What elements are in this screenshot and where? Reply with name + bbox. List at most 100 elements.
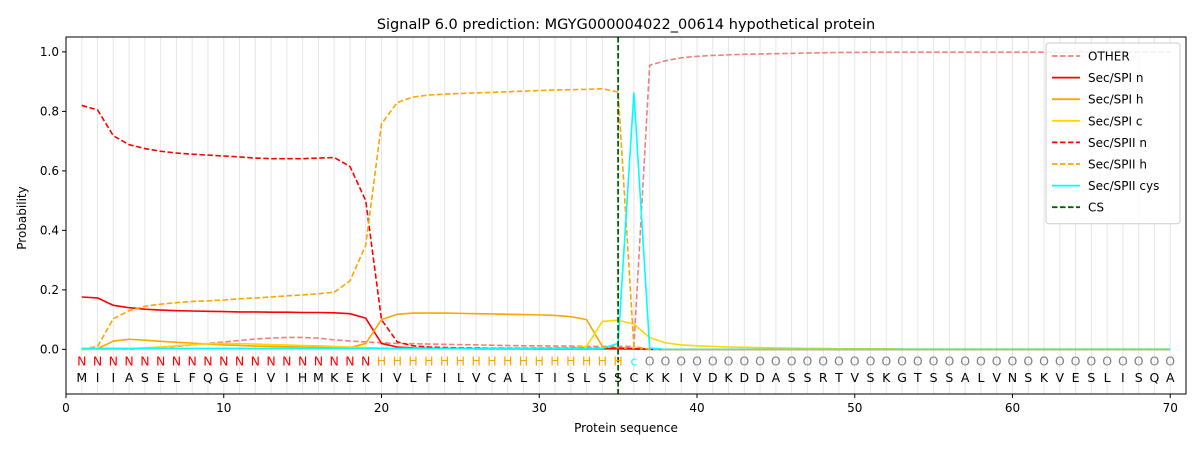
region-label: H xyxy=(613,354,622,369)
region-label: N xyxy=(93,354,102,369)
residue-label: L xyxy=(457,370,464,385)
residue-label: D xyxy=(739,370,749,385)
residue-label: L xyxy=(520,370,527,385)
region-label: O xyxy=(1165,354,1175,369)
axes: 0 10 20 30 40 50 60 70 0.0 0.2 0.4 0.6 0.8 1.0 xyxy=(40,45,1178,415)
region-label: O xyxy=(818,354,828,369)
region-label: O xyxy=(1055,354,1065,369)
region-label: N xyxy=(298,354,307,369)
x-tick-label: 10 xyxy=(216,401,231,415)
region-label: N xyxy=(156,354,165,369)
residue-label: I xyxy=(679,370,683,385)
legend-entry: Sec/SPI n xyxy=(1088,71,1143,85)
region-label: O xyxy=(1118,354,1128,369)
y-tick-label: 1.0 xyxy=(40,45,59,59)
y-tick-label: 0.0 xyxy=(40,342,59,356)
residue-label: I xyxy=(111,370,115,385)
residue-label: A xyxy=(772,370,781,385)
residue-label: L xyxy=(173,370,180,385)
region-label: O xyxy=(1150,354,1160,369)
region-label: N xyxy=(361,354,370,369)
region-label: N xyxy=(77,354,86,369)
region-label: N xyxy=(203,354,212,369)
x-tick-label: 30 xyxy=(532,401,547,415)
series-sec-spii-cys-line xyxy=(81,92,1171,351)
region-label: O xyxy=(1008,354,1018,369)
residue-label: L xyxy=(1104,370,1111,385)
plot-frame xyxy=(65,36,1187,395)
residue-label: L xyxy=(977,370,984,385)
region-label: N xyxy=(109,354,118,369)
region-label: O xyxy=(960,354,970,369)
region-label: O xyxy=(913,354,923,369)
region-label: O xyxy=(1071,354,1081,369)
residue-label: A xyxy=(1166,370,1175,385)
residue-label: I xyxy=(96,370,100,385)
legend-entry: CS xyxy=(1088,201,1104,215)
y-tick-label: 0.6 xyxy=(40,164,59,178)
residue-label: V xyxy=(472,370,481,385)
region-label: N xyxy=(314,354,323,369)
region-label: O xyxy=(944,354,954,369)
legend-box xyxy=(1045,42,1181,225)
region-label: H xyxy=(408,354,417,369)
residue-label: S xyxy=(1087,370,1095,385)
residue-label: S xyxy=(614,370,622,385)
region-label: O xyxy=(1086,354,1096,369)
residue-label: H xyxy=(298,370,307,385)
residue-label: Q xyxy=(203,370,213,385)
region-label: N xyxy=(188,354,197,369)
residue-label: I xyxy=(253,370,257,385)
residue-label: A xyxy=(503,370,512,385)
y-tick-label: 0.4 xyxy=(40,223,59,237)
region-label: O xyxy=(724,354,734,369)
sequence-annotation: NMNININANSNENLNFNQNGNENINVNINHNMNKNENKHI… xyxy=(76,354,1175,385)
residue-label: M xyxy=(313,370,324,385)
region-label: O xyxy=(881,354,891,369)
residue-label: S xyxy=(567,370,575,385)
region-label: O xyxy=(787,354,797,369)
region-label: N xyxy=(329,354,338,369)
residue-label: C xyxy=(488,370,497,385)
residue-label: F xyxy=(189,370,196,385)
region-label: O xyxy=(708,354,718,369)
region-label: H xyxy=(377,354,386,369)
region-label: O xyxy=(739,354,749,369)
region-label: O xyxy=(1134,354,1144,369)
region-label: H xyxy=(519,354,528,369)
y-tick-label: 0.2 xyxy=(40,283,59,297)
residue-label: R xyxy=(819,370,828,385)
region-label: O xyxy=(1023,354,1033,369)
residue-label: G xyxy=(897,370,907,385)
region-label: O xyxy=(661,354,671,369)
region-label: H xyxy=(598,354,607,369)
residue-label: I xyxy=(1121,370,1125,385)
region-label: H xyxy=(582,354,591,369)
region-label: O xyxy=(1102,354,1112,369)
residue-label: D xyxy=(708,370,718,385)
residue-label: K xyxy=(882,370,891,385)
grid-lines xyxy=(81,37,1171,394)
region-label: O xyxy=(992,354,1002,369)
residue-label: Q xyxy=(1150,370,1160,385)
residue-label: S xyxy=(803,370,811,385)
region-label: O xyxy=(692,354,702,369)
region-label: H xyxy=(487,354,496,369)
residue-label: V xyxy=(850,370,859,385)
legend-entry: Sec/SPII n xyxy=(1088,136,1147,150)
residue-label: I xyxy=(443,370,447,385)
region-label: H xyxy=(566,354,575,369)
residue-label: K xyxy=(362,370,371,385)
residue-label: V xyxy=(1056,370,1065,385)
region-label: H xyxy=(503,354,512,369)
residue-label: S xyxy=(1135,370,1143,385)
residue-label: E xyxy=(157,370,165,385)
region-label: O xyxy=(897,354,907,369)
residue-label: S xyxy=(1024,370,1032,385)
residue-label: D xyxy=(755,370,765,385)
region-label: O xyxy=(850,354,860,369)
residue-label: I xyxy=(553,370,557,385)
region-label: O xyxy=(834,354,844,369)
region-label: O xyxy=(755,354,765,369)
